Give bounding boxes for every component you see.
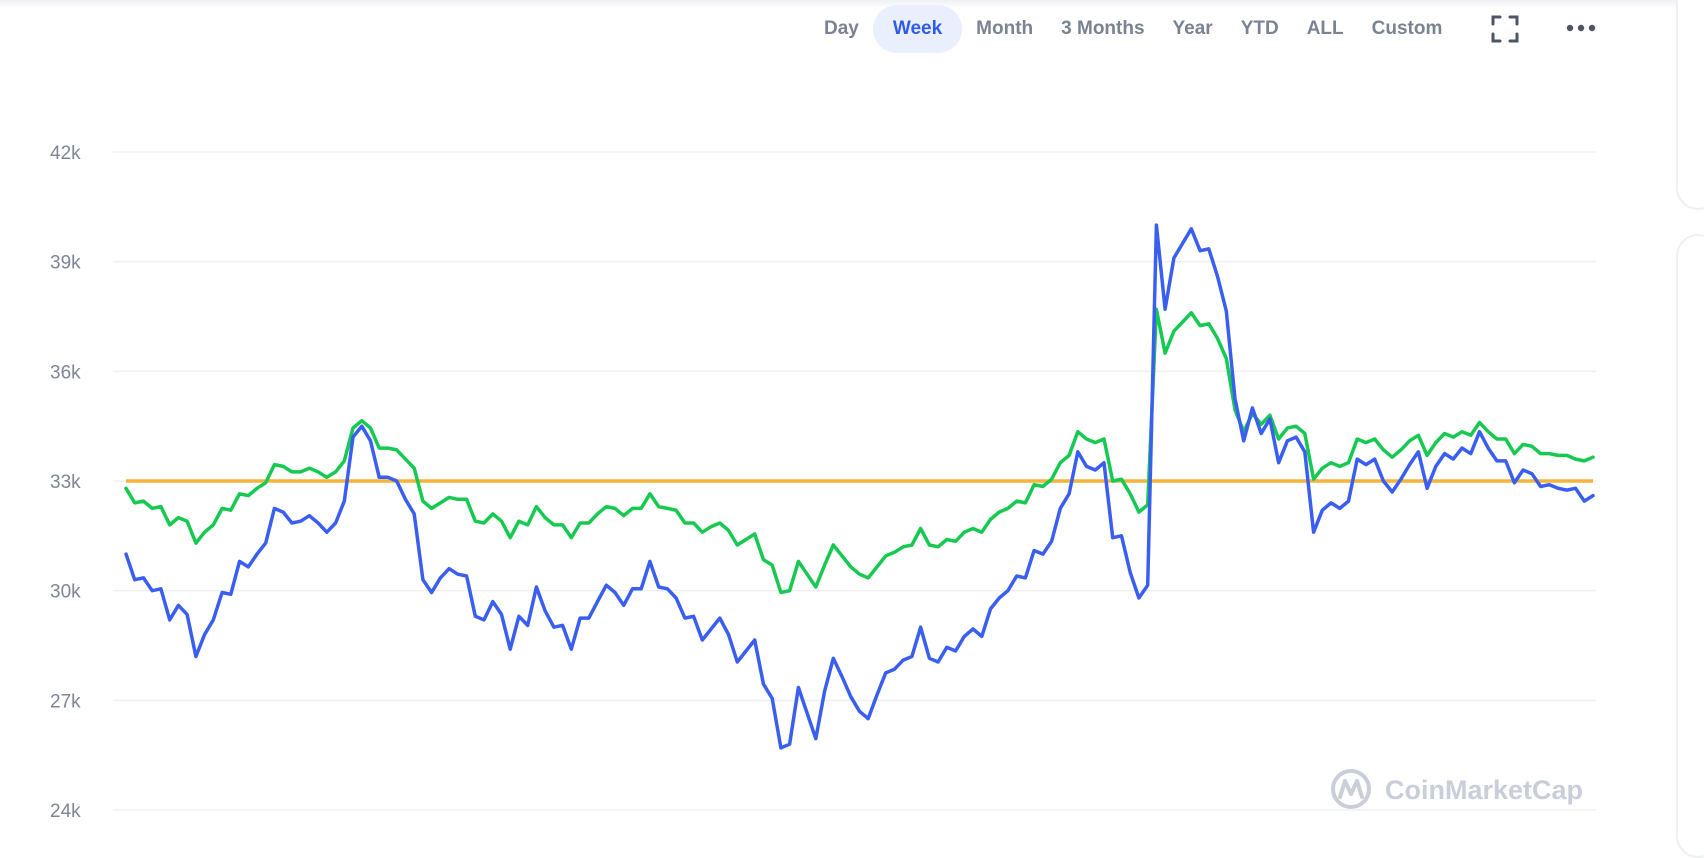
tab-custom[interactable]: Custom [1371,18,1443,39]
more-icon [1566,24,1596,32]
tab-week[interactable]: Week [872,5,963,53]
side-panel-card [1676,234,1704,858]
y-tick-label: 33k [50,472,81,493]
fullscreen-icon [1491,15,1519,43]
series-lines [124,223,1595,750]
tab-ytd[interactable]: YTD [1240,18,1279,39]
more-options-button[interactable] [1564,14,1598,44]
coinmarketcap-logo-icon [1331,769,1371,809]
tab-day[interactable]: Day [824,18,859,39]
tab-3-months[interactable]: 3 Months [1061,18,1145,39]
side-panel-card [1676,0,1704,210]
top-shadow [0,0,1680,8]
watermark: CoinMarketCap [1331,769,1583,809]
price-chart[interactable]: 42k 39k 36k 33k 30k 27k 24k CoinMarketCap [0,0,1660,830]
y-tick-label: 39k [50,253,81,274]
y-tick-label: 36k [50,362,81,383]
time-range-tabs: Day Week Month 3 Months Year YTD ALL Cus… [810,4,1456,54]
y-tick-label: 42k [50,143,81,164]
watermark-text: CoinMarketCap [1385,775,1583,805]
y-tick-label: 30k [50,582,81,603]
y-axis: 42k 39k 36k 33k 30k 27k 24k [50,143,81,822]
fullscreen-button[interactable] [1490,14,1520,44]
tab-all[interactable]: ALL [1306,18,1344,39]
price-series-line [124,223,1595,750]
y-tick-label: 27k [50,691,81,712]
tab-year[interactable]: Year [1172,18,1213,39]
average-series-line [124,307,1595,595]
y-tick-label: 24k [50,801,81,822]
tab-month[interactable]: Month [976,18,1034,39]
